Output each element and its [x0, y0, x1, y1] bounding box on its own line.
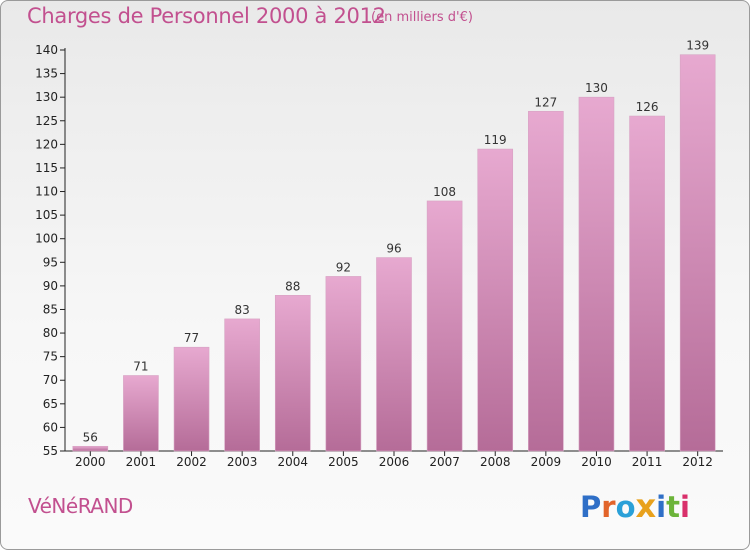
- y-tick-label: 90: [43, 279, 58, 293]
- commune-name: VéNéRAND: [28, 494, 133, 518]
- x-tick-label-2007: 2007: [429, 455, 460, 469]
- bar-2010: [578, 96, 615, 452]
- y-tick-label: 115: [35, 161, 58, 175]
- bar-2001: [123, 375, 159, 452]
- bar-2004: [274, 295, 311, 452]
- value-label-2011: 126: [636, 100, 659, 114]
- value-label-2000: 56: [83, 430, 98, 444]
- x-tick-label-2011: 2011: [632, 455, 663, 469]
- bar-2005: [325, 276, 362, 452]
- value-label-2009: 127: [534, 95, 557, 109]
- x-tick-label-2001: 2001: [126, 455, 157, 469]
- x-tick-label-2010: 2010: [581, 455, 612, 469]
- y-tick-label: 130: [35, 90, 58, 104]
- x-tick-label-2003: 2003: [227, 455, 258, 469]
- y-tick-label: 100: [35, 232, 58, 246]
- x-tick-label-2005: 2005: [328, 455, 359, 469]
- value-label-2010: 130: [585, 81, 608, 95]
- bar-2009: [528, 111, 564, 452]
- x-tick-label-2004: 2004: [277, 455, 308, 469]
- y-tick-label: 80: [43, 326, 58, 340]
- y-tick-label: 105: [35, 208, 58, 222]
- value-label-2005: 92: [336, 260, 351, 274]
- bar-2000: [72, 445, 109, 452]
- y-tick-label: 135: [35, 67, 58, 81]
- x-tick-label-2009: 2009: [531, 455, 562, 469]
- value-label-2006: 96: [386, 242, 401, 256]
- y-tick-label: 60: [43, 420, 58, 434]
- chart-unit-note: (en milliers d'€): [371, 10, 473, 25]
- bar-2002: [173, 346, 210, 452]
- value-label-2012: 139: [686, 39, 709, 53]
- bar-2012: [679, 54, 716, 452]
- y-tick-label: 95: [43, 255, 58, 269]
- bar-2008: [477, 148, 514, 452]
- x-tick-label-2002: 2002: [176, 455, 207, 469]
- x-tick-label-2000: 2000: [75, 455, 106, 469]
- y-tick-label: 140: [35, 43, 58, 57]
- bar-2007: [426, 200, 463, 452]
- y-tick-label: 65: [43, 397, 58, 411]
- y-tick-label: 120: [35, 137, 58, 151]
- value-label-2007: 108: [433, 185, 456, 199]
- y-tick-label: 70: [43, 373, 58, 387]
- x-tick-label-2008: 2008: [480, 455, 511, 469]
- bar-2011: [629, 115, 665, 452]
- y-tick-label: 75: [43, 350, 58, 364]
- value-label-2002: 77: [184, 331, 199, 345]
- value-label-2001: 71: [133, 360, 148, 374]
- bar-2003: [224, 318, 260, 452]
- value-label-2008: 119: [484, 133, 507, 147]
- value-label-2003: 83: [235, 303, 250, 317]
- bar-2006: [376, 257, 412, 452]
- y-tick-label: 55: [43, 444, 58, 458]
- chart-bars: 56 71 77 83 88 92 96 108 119 127 130 126 139: [72, 39, 716, 452]
- y-tick-label: 110: [35, 185, 58, 199]
- proxiti-logo[interactable]: Proxiti: [580, 487, 690, 525]
- x-tick-label-2012: 2012: [682, 455, 713, 469]
- y-tick-label: 85: [43, 302, 58, 316]
- value-label-2004: 88: [285, 279, 300, 293]
- y-tick-label: 125: [35, 114, 58, 128]
- x-tick-label-2006: 2006: [379, 455, 410, 469]
- chart-title: Charges de Personnel 2000 à 2012: [27, 4, 386, 28]
